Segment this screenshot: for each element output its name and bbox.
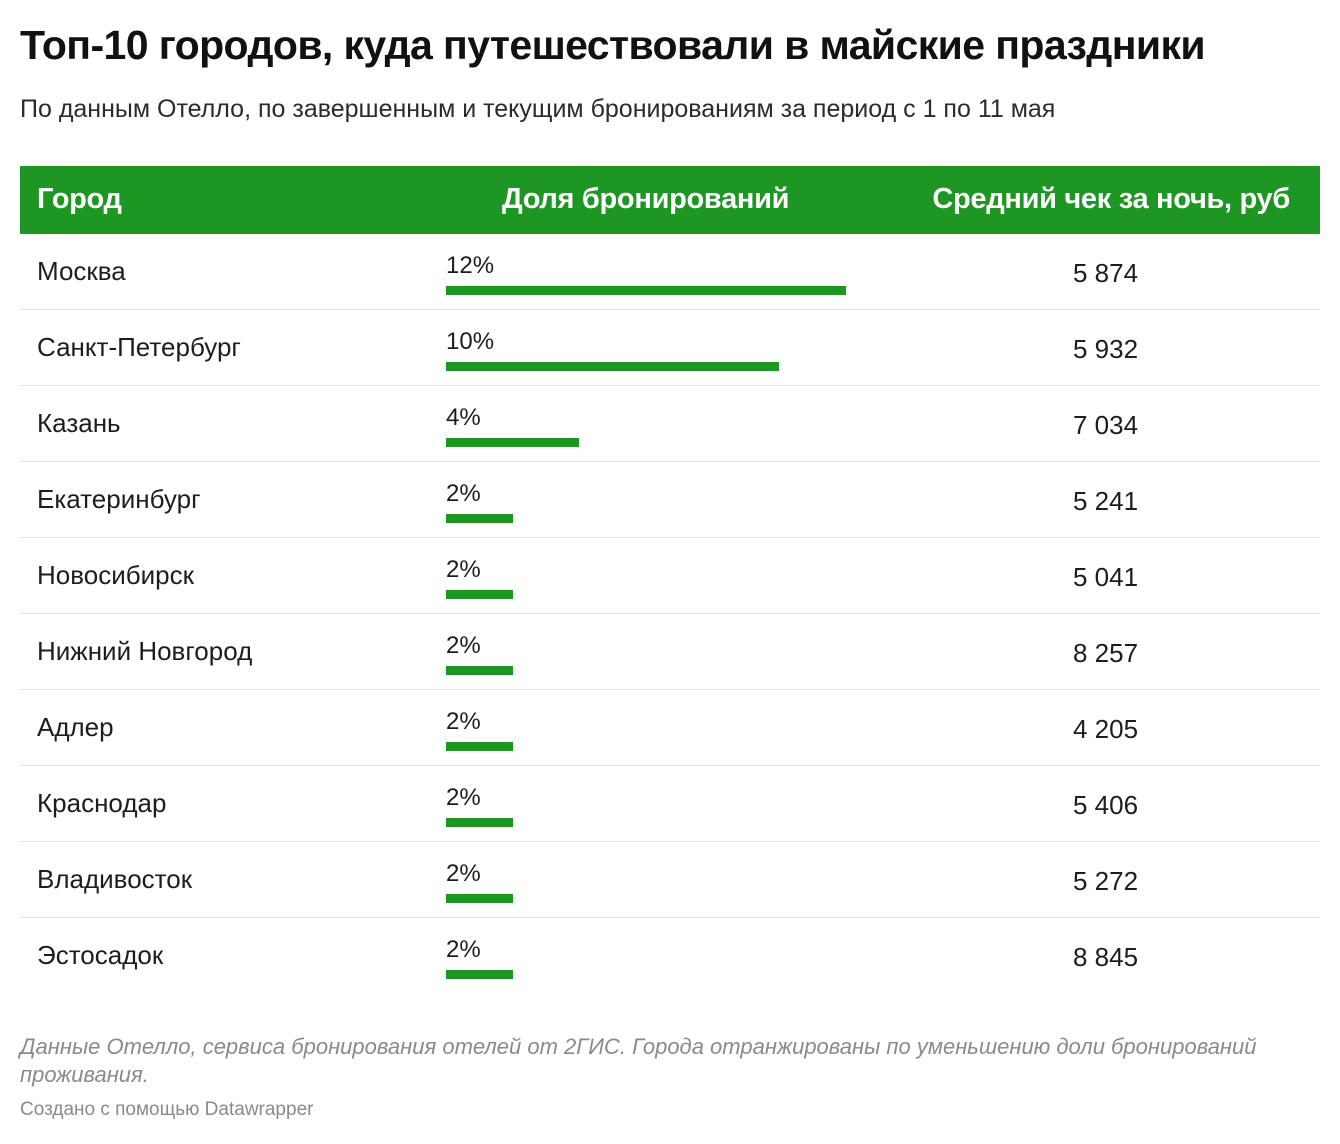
share-bar	[446, 742, 513, 751]
footnote: Данные Отелло, сервиса бронирования отел…	[20, 1034, 1257, 1087]
table-row: Эстосадок 2% 8 845	[20, 918, 1320, 994]
cell-avg-check: 4 205	[1073, 714, 1139, 744]
share-data-label: 2%	[446, 860, 481, 887]
share-bar	[446, 590, 513, 599]
share-bar	[446, 970, 513, 979]
table-row: Новосибирск 2% 5 041	[20, 538, 1320, 614]
cell-city: Казань	[37, 408, 121, 438]
cell-avg-check: 8 845	[1073, 942, 1139, 972]
chart-title: Топ-10 городов, куда путешествовали в ма…	[20, 22, 1206, 68]
cell-city: Санкт-Петербург	[37, 332, 241, 362]
cell-avg-check: 7 034	[1073, 410, 1139, 440]
table-body: Москва 12% 5 874 Санкт-Петербург 10% 5 932 Каз…	[20, 234, 1320, 994]
share-bar	[446, 286, 846, 295]
table-row: Екатеринбург 2% 5 241	[20, 462, 1320, 538]
share-bar	[446, 514, 513, 523]
table-row: Адлер 2% 4 205	[20, 690, 1320, 766]
table-row: Москва 12% 5 874	[20, 234, 1320, 310]
table-row: Казань 4% 7 034	[20, 386, 1320, 462]
cell-city: Краснодар	[37, 788, 167, 818]
cell-city: Адлер	[37, 712, 114, 742]
share-bar	[446, 362, 779, 371]
column-header-share: Доля бронирований	[502, 183, 790, 215]
table-row: Нижний Новгород 2% 8 257	[20, 614, 1320, 690]
cell-city: Нижний Новгород	[37, 636, 253, 666]
credit-link[interactable]: Создано с помощью Datawrapper	[20, 1099, 314, 1120]
cell-avg-check: 5 041	[1073, 562, 1139, 592]
share-data-label: 2%	[446, 784, 481, 811]
cell-avg-check: 5 272	[1073, 866, 1139, 896]
table-row: Владивосток 2% 5 272	[20, 842, 1320, 918]
share-data-label: 2%	[446, 708, 481, 735]
share-bar	[446, 894, 513, 903]
cell-avg-check: 5 932	[1073, 334, 1139, 364]
share-data-label: 2%	[446, 936, 481, 963]
table-header: Город Доля бронирований Средний чек за н…	[20, 166, 1320, 234]
cell-avg-check: 8 257	[1073, 638, 1139, 668]
cell-city: Новосибирск	[37, 560, 194, 590]
share-bar	[446, 438, 579, 447]
share-data-label: 4%	[446, 404, 481, 431]
column-header-avg-check: Средний чек за ночь, руб	[932, 183, 1290, 215]
data-table: Город Доля бронирований Средний чек за н…	[20, 166, 1320, 994]
share-data-label: 10%	[446, 328, 495, 355]
share-bar	[446, 666, 513, 675]
cell-city: Владивосток	[37, 864, 193, 894]
cell-city: Москва	[37, 256, 126, 286]
share-data-label: 12%	[446, 252, 495, 279]
chart-subtitle: По данным Отелло, по завершенным и текущ…	[20, 95, 1056, 123]
cell-city: Екатеринбург	[37, 484, 201, 514]
cell-avg-check: 5 406	[1073, 790, 1139, 820]
share-data-label: 2%	[446, 556, 481, 583]
share-data-label: 2%	[446, 632, 481, 659]
cell-avg-check: 5 241	[1073, 486, 1139, 516]
cell-city: Эстосадок	[37, 940, 164, 970]
table-row: Краснодар 2% 5 406	[20, 766, 1320, 842]
share-data-label: 2%	[446, 480, 481, 507]
cell-avg-check: 5 874	[1073, 258, 1139, 288]
share-bar	[446, 818, 513, 827]
column-header-city: Город	[37, 183, 122, 215]
table-row: Санкт-Петербург 10% 5 932	[20, 310, 1320, 386]
